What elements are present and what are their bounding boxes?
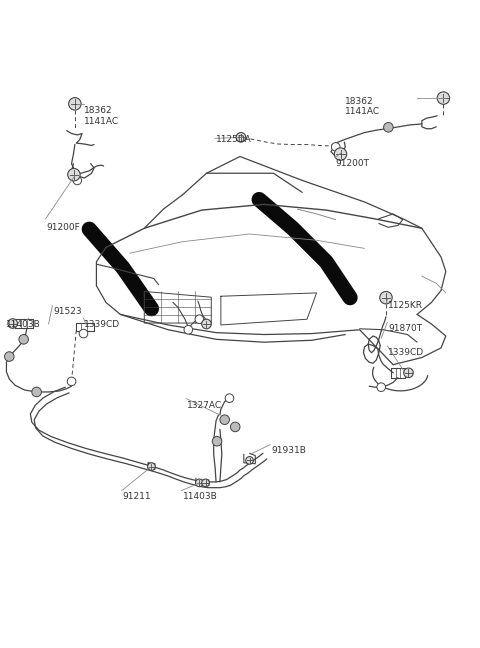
Text: 11403B: 11403B: [5, 320, 40, 329]
Text: 91931B: 91931B: [271, 446, 306, 455]
Circle shape: [69, 98, 81, 110]
Circle shape: [148, 463, 156, 470]
Circle shape: [246, 457, 253, 464]
Circle shape: [202, 479, 209, 487]
Text: 1125KR: 1125KR: [388, 301, 423, 310]
Circle shape: [380, 292, 392, 304]
Text: 18362
1141AC: 18362 1141AC: [345, 97, 381, 116]
Text: 1125DA: 1125DA: [216, 135, 252, 144]
Circle shape: [79, 329, 88, 338]
Circle shape: [334, 148, 347, 160]
Circle shape: [212, 437, 222, 446]
Text: 11403B: 11403B: [182, 492, 217, 502]
Text: 1339CD: 1339CD: [388, 348, 424, 357]
Circle shape: [404, 368, 413, 378]
Text: 91200F: 91200F: [46, 224, 80, 233]
Circle shape: [184, 325, 192, 334]
Circle shape: [202, 319, 211, 329]
Circle shape: [19, 334, 28, 344]
Text: 91523: 91523: [53, 307, 82, 316]
Circle shape: [225, 394, 234, 402]
Circle shape: [67, 377, 76, 386]
Text: 1327AC: 1327AC: [187, 400, 222, 410]
Circle shape: [377, 383, 385, 391]
Circle shape: [8, 319, 17, 329]
Circle shape: [32, 387, 41, 397]
Text: 18362
1141AC: 18362 1141AC: [84, 106, 120, 126]
Circle shape: [73, 176, 82, 185]
Text: 1339CD: 1339CD: [84, 320, 120, 329]
Circle shape: [437, 92, 450, 104]
Circle shape: [236, 133, 246, 142]
Text: 91211: 91211: [123, 492, 151, 502]
Circle shape: [230, 422, 240, 432]
Circle shape: [384, 122, 393, 132]
Text: 91870T: 91870T: [388, 324, 422, 333]
Circle shape: [220, 415, 229, 424]
Text: 91200T: 91200T: [336, 159, 370, 168]
Circle shape: [195, 315, 204, 323]
Circle shape: [195, 479, 203, 487]
Circle shape: [4, 352, 14, 362]
Circle shape: [68, 168, 80, 181]
Circle shape: [331, 143, 340, 151]
